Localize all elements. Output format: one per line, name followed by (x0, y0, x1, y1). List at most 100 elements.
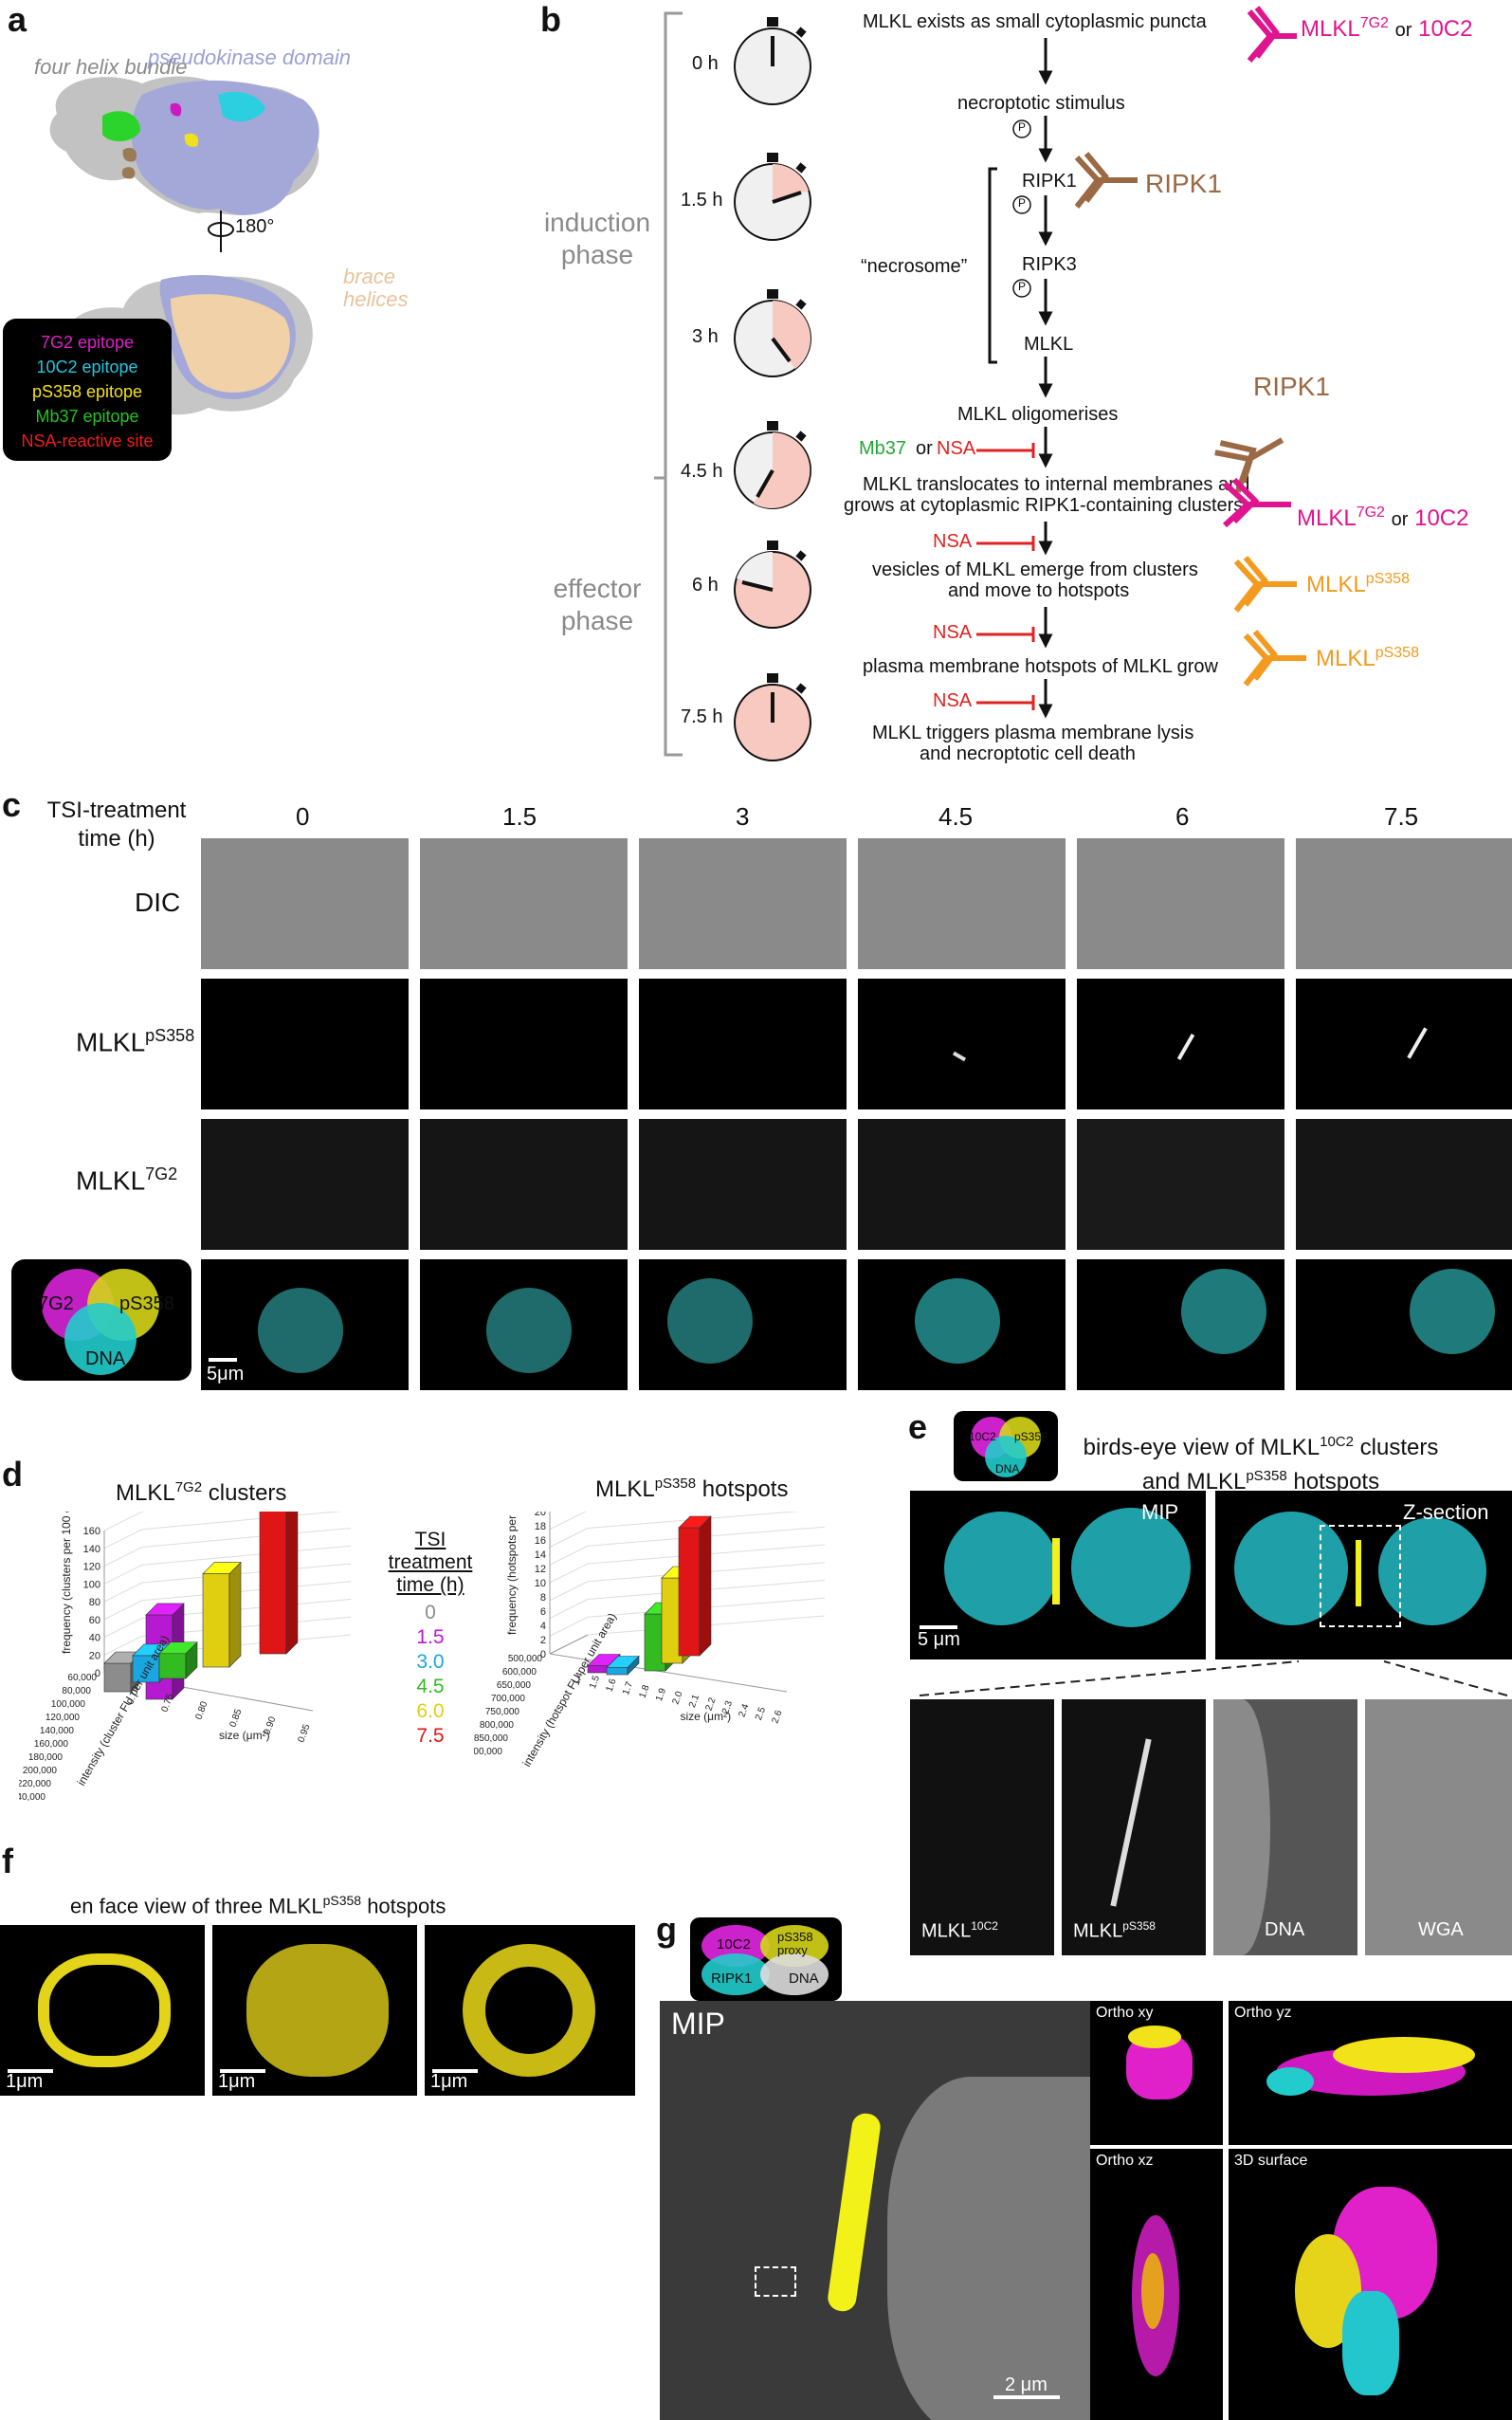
time-column-headers: 0 1.5 3 4.5 6 7.5 (199, 802, 1512, 836)
dic-1-5h (420, 838, 628, 969)
legend-entry-1: 1.5 (416, 1626, 445, 1648)
chart-legend-title: TSI treatment time (h) (388, 1529, 473, 1596)
e-crop-dna: DNA (1213, 1699, 1357, 1955)
bar-front-7.5 (678, 1527, 701, 1657)
four-helix-bundle-label: four helix bundle (34, 55, 188, 79)
dic-7-5h (1296, 838, 1512, 969)
grid-line (141, 1581, 352, 1602)
e-cap-dna: DNA (1265, 1919, 1305, 1940)
y-tick-label: 200,000 (23, 1766, 58, 1776)
chart-right-title: MLKLpS358 hotspots (595, 1476, 789, 1502)
z-tick-label: 100 (83, 1579, 100, 1590)
x-tick-label: 0.80 (193, 1700, 209, 1721)
z-tick-label: 14 (535, 1549, 546, 1561)
nsa-label-1: NSA (937, 438, 976, 459)
z-tick-label: 2 (540, 1635, 546, 1646)
f-scale-3: 1μm (430, 2071, 468, 2092)
panel-f-title: en face view of three MLKLpS358 hotspots (70, 1893, 446, 1918)
g-ortho-xz-label: Ortho xz (1096, 2153, 1154, 2169)
row-label-dic: DIC (135, 888, 181, 917)
grid-line (141, 1545, 352, 1566)
x-tick-label: 2.0 (670, 1690, 684, 1706)
e-mip-image: MIP 5 μm (910, 1491, 1206, 1659)
x-tick-label: 0.85 (228, 1708, 244, 1729)
bar-top-7.5 (678, 1515, 712, 1529)
g7-1-5h (420, 1119, 628, 1250)
y-tick-label: 220,000 (19, 1779, 51, 1789)
x-tick-label: 0.95 (296, 1723, 312, 1744)
merge-6h (1077, 1259, 1284, 1390)
z-tick-label: 120 (83, 1562, 100, 1573)
x-tick-label: 2.5 (754, 1705, 768, 1721)
z-tick-label: 60 (89, 1615, 100, 1626)
grid-line (549, 1563, 589, 1584)
z-tick-label: 0 (95, 1668, 100, 1679)
x-tick-label: 1.4 (571, 1671, 585, 1687)
grid-line (141, 1528, 352, 1548)
time-col-2: 3 (736, 802, 750, 831)
grid-line (103, 1618, 143, 1638)
micrograph-grid: 5μm (201, 838, 1512, 1390)
antibody-label-4: MLKLpS358 (1306, 571, 1410, 597)
panel-label-e: e (908, 1407, 928, 1446)
nsa-label-2: NSA (933, 531, 973, 552)
e-crop-mlkl10c2: MLKL10C2 (910, 1699, 1054, 1955)
row-label-7g2: MLKL7G2 (76, 1164, 178, 1196)
time-col-3: 4.5 (938, 802, 974, 831)
ps358-3h (639, 979, 847, 1109)
time-col-4: 6 (1175, 802, 1190, 831)
bar-front-4.5 (158, 1653, 187, 1679)
legend-10c2: 10C2 epitope (36, 358, 138, 376)
bar-top-6.0 (202, 1562, 242, 1574)
merge-7-5h (1296, 1259, 1512, 1390)
ps358-4-5h (858, 979, 1066, 1109)
ps358-1-5h (420, 979, 628, 1109)
venn-legend-g: 10C2 pS358 proxy RIPK1 DNA (690, 1917, 842, 2001)
step-ripk3: RIPK3 (1022, 254, 1077, 275)
g-ortho-yz-label: Ortho yz (1234, 2005, 1292, 2021)
time-col-5: 7.5 (1384, 802, 1419, 831)
venn-g-ps358: pS358 proxy (777, 1930, 813, 1957)
grid-line (141, 1563, 352, 1584)
step-lysis: MLKL triggers plasma membrane lysis (872, 723, 1194, 743)
y-tick-label: 80,000 (62, 1686, 91, 1696)
z-tick-label: 6 (540, 1606, 546, 1618)
bar-top-3.0 (606, 1656, 640, 1668)
z-axis-label: frequency (hotspots per 100 cells) (505, 1512, 519, 1635)
venn-e-dna: DNA (995, 1462, 1020, 1476)
merge-1-5h (420, 1259, 628, 1390)
bar-side-7.5 (285, 1512, 299, 1655)
antibody-label-5: MLKLpS358 (1316, 645, 1419, 671)
legend-entry-0: 0 (425, 1602, 436, 1623)
y-tick-label: 850,000 (474, 1733, 508, 1744)
bar-front-7.5 (259, 1512, 287, 1655)
f-scale-1: 1μm (6, 2071, 44, 2092)
e-zsection-label: Z-section (1403, 1500, 1489, 1524)
bar-front-0 (103, 1662, 132, 1693)
rotation-label: 180° (235, 216, 275, 237)
stopwatch-icons (734, 17, 811, 761)
ripk1-antibody-label-b: RIPK1 (1253, 372, 1330, 401)
stopwatch-4-5h-icon (734, 421, 811, 509)
e-cap-mlkl10c2: MLKL10C2 (921, 1919, 998, 1942)
z-tick-label: 40 (89, 1633, 100, 1644)
panel-label-a: a (8, 0, 27, 39)
nsa-label-4: NSA (933, 690, 973, 711)
row-label-ps358: MLKLpS358 (76, 1026, 195, 1057)
bar-top-1.5 (587, 1654, 621, 1666)
venn-legend-e: 10C2 pS358 DNA (954, 1411, 1058, 1481)
z-tick-label: 140 (83, 1544, 100, 1555)
x-tick-label: 1.9 (654, 1686, 668, 1702)
panel-label-f: f (2, 1842, 13, 1880)
grid-line (549, 1616, 589, 1637)
x-tick-label: 1.5 (588, 1674, 602, 1690)
grid-line (103, 1547, 143, 1567)
dic-3h (639, 838, 847, 969)
rotation-arrow-icon (208, 211, 234, 252)
z-tick-label: 0 (540, 1649, 546, 1660)
grid-line (103, 1635, 143, 1656)
x-axis-label: size (μm²) (681, 1710, 732, 1723)
merge-4-5h (858, 1259, 1066, 1390)
e-zsection-image: Z-section (1215, 1491, 1512, 1659)
legend-mb37: Mb37 epitope (35, 407, 139, 426)
